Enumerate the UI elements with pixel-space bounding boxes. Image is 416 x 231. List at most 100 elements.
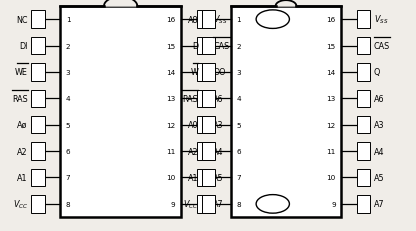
Text: DO: DO [213,68,226,77]
Bar [357,143,370,160]
Bar [197,64,210,81]
Bar [31,195,45,213]
Bar [31,143,45,160]
Text: CAS: CAS [213,42,230,51]
Bar [202,38,215,55]
Text: DI: DI [20,42,28,51]
Text: A3: A3 [213,121,224,130]
Text: RAS: RAS [12,94,28,103]
Bar [202,116,215,134]
Text: W: W [191,68,198,77]
Bar [197,38,210,55]
Text: 8: 8 [66,201,70,207]
Bar [31,116,45,134]
Text: Aø: Aø [17,121,28,130]
Text: 6: 6 [66,149,70,155]
Text: 14: 14 [327,70,336,76]
Text: 9: 9 [331,201,336,207]
Bar [357,116,370,134]
Bar [202,143,215,160]
Text: $V_{CC}$: $V_{CC}$ [183,198,198,210]
Text: 11: 11 [166,149,176,155]
Text: 4: 4 [236,96,241,102]
Bar [357,195,370,213]
Text: $V_{SS}$: $V_{SS}$ [374,14,388,26]
Text: 1: 1 [236,17,241,23]
Bar [31,90,45,108]
Text: A4: A4 [213,147,224,156]
Circle shape [256,195,290,213]
Text: A6: A6 [213,94,224,103]
Text: 5: 5 [66,122,70,128]
Text: 8: 8 [236,201,241,207]
Text: A1: A1 [188,173,198,182]
Text: 6: 6 [236,149,241,155]
Text: A5: A5 [213,173,224,182]
Bar [197,195,210,213]
Bar [197,116,210,134]
Bar [31,64,45,81]
Bar [197,169,210,186]
Text: A8: A8 [188,15,198,24]
Text: 10: 10 [166,175,176,181]
Bar [31,38,45,55]
Bar [357,90,370,108]
Bar [197,90,210,108]
Text: CAS: CAS [374,42,390,51]
Text: 13: 13 [166,96,176,102]
Text: 2: 2 [236,43,241,49]
Bar [357,11,370,29]
Bar [357,38,370,55]
Bar [60,7,181,217]
Text: A0: A0 [188,121,198,130]
Text: 7: 7 [66,175,70,181]
Text: 15: 15 [327,43,336,49]
Text: 15: 15 [166,43,176,49]
Text: NC: NC [16,15,28,24]
Polygon shape [104,0,137,7]
Bar [231,7,341,217]
Text: 7: 7 [236,175,241,181]
Bar [31,11,45,29]
Bar [202,90,215,108]
Text: A5: A5 [374,173,384,182]
Text: 2: 2 [66,43,70,49]
Text: 4: 4 [66,96,70,102]
Text: 3: 3 [66,70,70,76]
Text: Q: Q [374,68,380,77]
Text: A3: A3 [374,121,384,130]
Text: 16: 16 [327,17,336,23]
Bar [202,195,215,213]
Text: 13: 13 [327,96,336,102]
Bar [197,11,210,29]
Text: 1: 1 [66,17,70,23]
Bar [357,64,370,81]
Text: A4: A4 [374,147,384,156]
Text: D: D [192,42,198,51]
Text: $V_{CC}$: $V_{CC}$ [12,198,28,210]
Bar [197,143,210,160]
Polygon shape [275,1,297,7]
Text: 9: 9 [171,201,176,207]
Bar [31,169,45,186]
Text: 5: 5 [236,122,241,128]
Text: 16: 16 [166,17,176,23]
Text: A2: A2 [188,147,198,156]
Text: A6: A6 [374,94,384,103]
Bar [202,169,215,186]
Text: WE: WE [15,68,28,77]
Text: 11: 11 [327,149,336,155]
Text: A1: A1 [17,173,28,182]
Text: A7: A7 [213,200,224,209]
Text: A7: A7 [374,200,384,209]
Bar [202,64,215,81]
Text: A2: A2 [17,147,28,156]
Text: $V_{SS}$: $V_{SS}$ [213,14,228,26]
Text: RAS: RAS [183,94,198,103]
Bar [202,11,215,29]
Text: 10: 10 [327,175,336,181]
Text: 14: 14 [166,70,176,76]
Text: 12: 12 [327,122,336,128]
Text: 3: 3 [236,70,241,76]
Bar [357,169,370,186]
